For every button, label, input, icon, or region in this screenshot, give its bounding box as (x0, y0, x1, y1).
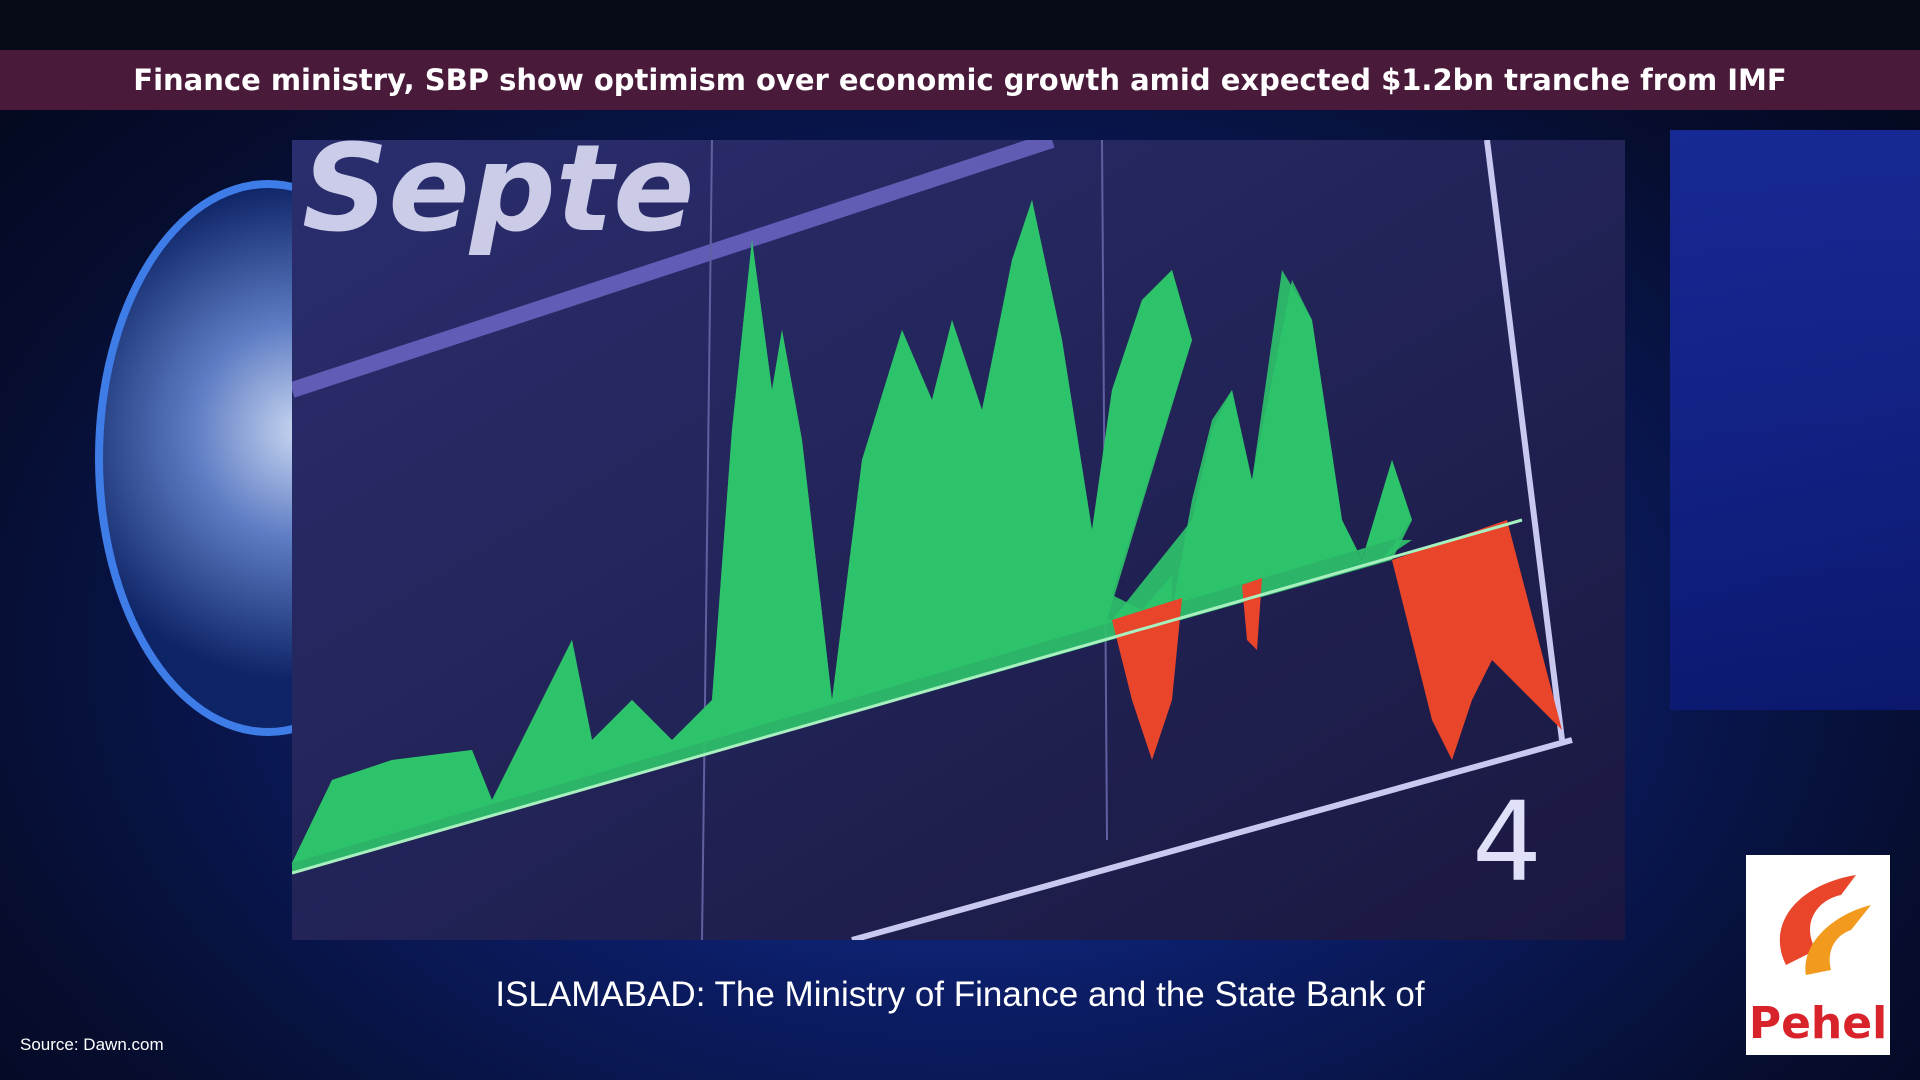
green-main (292, 200, 1412, 873)
photo-frame-line (1484, 140, 1565, 741)
photo-line (292, 140, 1055, 398)
chart-photo: Septe 4 (292, 140, 1625, 940)
headline: Finance ministry, SBP show optimism over… (133, 63, 1787, 97)
logo-mark (1779, 875, 1871, 975)
photo-text: 4 (1472, 778, 1542, 906)
photo-frame-line (851, 737, 1573, 940)
red-area (1392, 520, 1562, 760)
red-area (1112, 598, 1182, 760)
logo: Pehel (1746, 855, 1890, 1055)
map-wall (1670, 130, 1920, 710)
photo-grid (701, 140, 713, 940)
caption: ISLAMABAD: The Ministry of Finance and t… (495, 975, 1425, 1014)
photo-text: Septe (302, 140, 694, 259)
baseline (292, 518, 1523, 875)
top-bar (0, 0, 1920, 50)
headline-banner: Finance ministry, SBP show optimism over… (0, 50, 1920, 110)
source: Source: Dawn.com (20, 1035, 164, 1054)
logo-text: Pehel (1748, 998, 1888, 1049)
